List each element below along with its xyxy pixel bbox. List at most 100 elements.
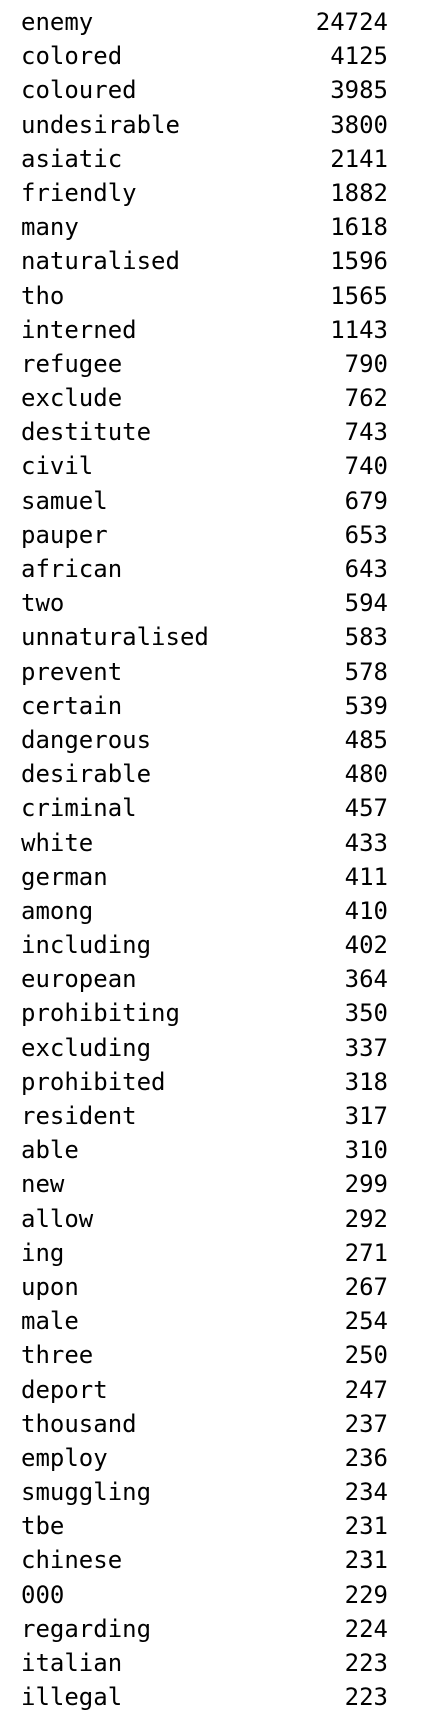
word-count: 1565 [330,281,388,310]
list-item: european 364 [0,962,430,996]
word-label: certain [21,691,123,720]
word-count: 223 [344,1649,388,1677]
list-item: tbe 231 [0,1509,430,1543]
word-count: 3800 [330,110,388,139]
word-count: 411 [344,862,388,891]
word-label: deport [21,1375,108,1404]
word-count: 234 [344,1478,388,1507]
word-label: able [21,1136,79,1165]
list-item: prevent 578 [0,655,430,689]
list-item: naturalised 1596 [0,244,430,278]
list-item: german 411 [0,860,430,894]
word-count: 1143 [330,315,388,344]
word-label: new [21,1170,65,1199]
word-frequency-list: enemy 24724 colored 4125 coloured 3985 undesir… [0,5,430,1714]
list-item: destitute 743 [0,415,430,449]
list-item: many 1618 [0,210,430,244]
list-item: desirable 480 [0,757,430,791]
list-item: able 310 [0,1133,430,1167]
list-item: samuel 679 [0,484,430,518]
list-item: african 643 [0,552,430,586]
list-item: male 254 [0,1304,430,1338]
list-item: enemy 24724 [0,5,430,39]
list-item: refugee 790 [0,347,430,381]
word-label: two [21,589,65,618]
word-count: 24724 [315,8,388,36]
list-item: upon 267 [0,1270,430,1304]
word-label: among [21,896,94,925]
list-item: allow 292 [0,1202,430,1236]
list-item: excluding 337 [0,1031,430,1065]
word-label: asiatic [21,144,123,173]
word-label: samuel [21,486,108,515]
list-item: unnaturalised 583 [0,620,430,654]
word-count: 583 [344,623,388,652]
word-label: regarding [21,1614,152,1643]
list-item: illegal 223 [0,1680,430,1714]
word-count: 433 [344,828,388,857]
word-label: naturalised [21,247,180,276]
word-label: chinese [21,1546,123,1575]
word-count: 231 [344,1512,388,1541]
list-item: civil 740 [0,449,430,483]
word-label: resident [21,1102,137,1130]
word-label: desirable [21,760,152,789]
word-label: prohibited [21,1067,166,1096]
word-count: 762 [344,384,388,413]
word-label: italian [21,1649,123,1677]
list-item: white 433 [0,826,430,860]
list-item: two 594 [0,586,430,620]
list-item: three 250 [0,1338,430,1372]
list-item: chinese 231 [0,1543,430,1577]
word-label: friendly [21,178,137,207]
word-count: 292 [344,1204,388,1233]
word-label: smuggling [21,1478,152,1507]
list-item: including 402 [0,928,430,962]
word-label: undesirable [21,110,180,139]
list-item: smuggling 234 [0,1475,430,1509]
list-item: employ 236 [0,1441,430,1475]
word-count: 402 [344,931,388,960]
word-label: german [21,862,108,891]
word-label: criminal [21,794,137,823]
word-label: 000 [21,1580,65,1609]
word-count: 457 [344,794,388,823]
word-label: prevent [21,657,123,686]
word-count: 229 [344,1580,388,1609]
word-count: 743 [344,418,388,447]
word-count: 653 [344,520,388,549]
word-label: interned [21,315,137,344]
word-count: 247 [344,1375,388,1404]
word-label: allow [21,1204,94,1233]
word-label: prohibiting [21,999,180,1028]
word-label: coloured [21,76,137,105]
word-count: 3985 [330,76,388,105]
list-item: exclude 762 [0,381,430,415]
word-label: many [21,213,79,242]
word-label: enemy [21,8,94,36]
word-count: 594 [344,589,388,618]
word-count: 271 [344,1238,388,1267]
word-label: illegal [21,1683,123,1712]
word-label: three [21,1341,94,1370]
list-item: prohibited 318 [0,1065,430,1099]
word-count: 254 [344,1307,388,1336]
list-item: undesirable 3800 [0,108,430,142]
word-count: 1618 [330,213,388,242]
list-item: among 410 [0,894,430,928]
word-count: 740 [344,452,388,481]
word-count: 2141 [330,144,388,173]
word-label: refugee [21,349,123,378]
list-item: italian 223 [0,1646,430,1680]
word-label: african [21,555,123,583]
list-item: dangerous 485 [0,723,430,757]
word-label: including [21,931,152,960]
word-label: white [21,828,94,857]
list-item: new 299 [0,1167,430,1201]
word-count: 578 [344,657,388,686]
word-count: 237 [344,1409,388,1438]
word-label: employ [21,1443,108,1472]
word-count: 4125 [330,42,388,71]
word-label: excluding [21,1033,152,1062]
word-label: tho [21,281,65,310]
